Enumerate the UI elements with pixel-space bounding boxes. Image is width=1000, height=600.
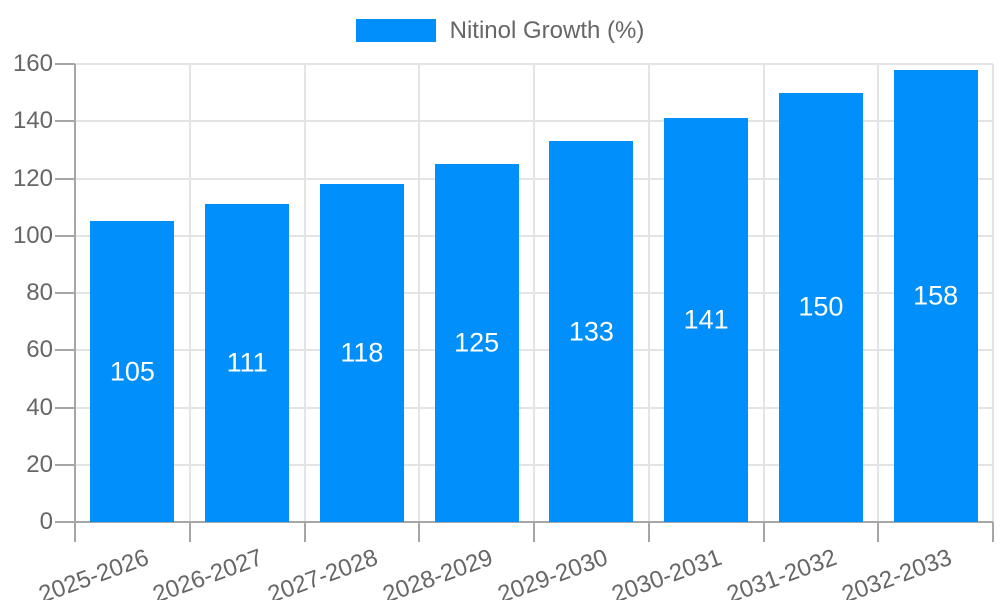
legend-label: Nitinol Growth (%) [449,17,645,44]
bar-value-label: 150 [798,291,844,322]
y-tick [55,63,75,65]
x-tick [303,522,306,542]
x-axis-label: 2027-2028 [264,543,382,600]
y-tick [55,292,75,294]
y-tick-label: 40 [26,393,53,421]
legend-item[interactable]: Nitinol Growth (%) [355,16,645,45]
y-tick-label: 100 [12,221,53,249]
x-tick [418,522,421,542]
x-grid-line [877,64,880,522]
x-axis-label: 2029-2030 [493,543,611,600]
x-tick [762,522,765,542]
x-grid-line [303,64,306,522]
y-tick [55,463,75,466]
y-tick-label: 80 [26,279,53,306]
x-axis-label: 2032-2033 [838,543,956,600]
y-tick [55,521,75,523]
x-tick [992,522,994,542]
y-axis-line [74,64,76,522]
bar[interactable] [893,69,978,522]
x-axis-label: 2030-2031 [608,543,726,600]
y-tick-label: 60 [26,336,53,364]
x-tick [647,522,650,542]
x-grid-line [533,64,535,522]
x-grid-line [188,64,191,522]
bar-value-label: 133 [568,316,614,347]
x-tick [74,522,76,542]
bar[interactable] [205,204,290,522]
x-tick [877,522,880,542]
y-tick-label: 0 [39,508,53,535]
y-tick [55,349,75,352]
y-tick-label: 160 [12,50,53,77]
bar[interactable] [778,92,863,522]
x-axis-label: 2028-2029 [379,543,497,600]
bar-value-label: 118 [340,337,384,368]
x-axis-label: 2025-2026 [34,543,152,600]
legend: Nitinol Growth (%) [0,16,1000,45]
x-tick [188,522,191,542]
x-axis-label: 2031-2032 [723,543,841,600]
x-grid-line [762,64,765,522]
bar-value-label: 158 [913,280,959,311]
y-tick [55,120,75,123]
x-grid-line [418,64,421,522]
bar[interactable] [434,164,519,522]
bar-value-label: 125 [454,327,500,358]
bar[interactable] [90,221,175,522]
x-tick [533,522,535,542]
x-axis-line [75,521,993,523]
bar-value-label: 141 [683,304,729,335]
y-tick-label: 120 [12,164,53,192]
y-tick-label: 140 [12,107,53,135]
bar-value-label: 105 [109,356,155,387]
legend-swatch [355,19,436,42]
bar[interactable] [664,118,749,522]
bar[interactable] [549,141,634,522]
y-tick [55,406,75,409]
bar-value-label: 111 [226,347,268,378]
x-grid-line [992,64,994,522]
x-grid-line [647,64,650,522]
bar[interactable] [319,184,404,522]
x-axis-label: 2026-2027 [149,543,267,600]
y-tick [55,234,75,237]
y-tick [55,177,75,180]
y-tick-label: 20 [26,450,53,478]
